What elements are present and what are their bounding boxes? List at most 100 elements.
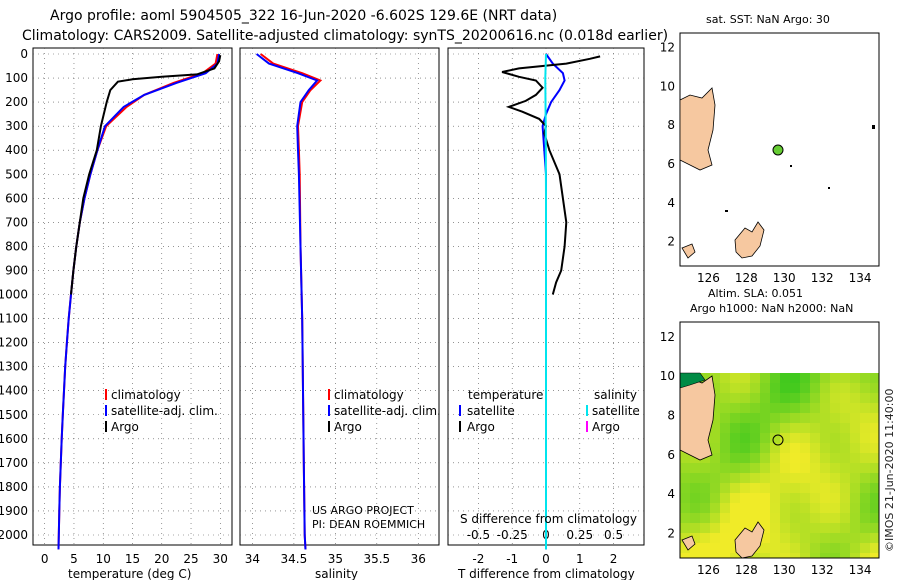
sla-cell — [870, 433, 879, 443]
sla-cell — [790, 503, 800, 513]
sla-cell — [810, 443, 820, 453]
sla-cell — [680, 503, 690, 513]
s-diff-tick-label: 0.25 — [566, 528, 593, 542]
sla-cell — [860, 413, 870, 423]
sla-cell — [680, 553, 690, 558]
sla-cell — [770, 453, 780, 463]
legend-sat-label: satellite-adj. clim. — [334, 404, 441, 418]
salinity-panel-frame — [239, 47, 440, 546]
map2-frame — [679, 321, 880, 559]
difference-axis-label: T difference from climatology — [457, 567, 635, 580]
sla-cell — [810, 393, 820, 403]
sla-cell — [690, 513, 700, 523]
sla-cell — [760, 533, 770, 543]
sla-cell — [780, 503, 790, 513]
legend-s-sat-label: satellite — [592, 404, 640, 418]
sla-cell — [830, 373, 840, 383]
series-line-satellite-adj-clim- — [57, 53, 221, 550]
depth-tick-label: 300 — [5, 119, 28, 133]
land-speck — [790, 165, 792, 167]
sla-cell — [800, 413, 810, 423]
sla-cell — [840, 433, 850, 443]
credit-project: US ARGO PROJECT — [312, 504, 414, 517]
sla-cell — [710, 503, 720, 513]
sla-cell — [710, 403, 720, 413]
sla-cell — [800, 503, 810, 513]
map-lon-tick: 126 — [697, 563, 720, 577]
sla-cell — [770, 433, 780, 443]
sla-cell — [720, 503, 730, 513]
sla-cell — [850, 443, 860, 453]
sla-cell — [820, 373, 830, 383]
x-tick-labels: 0 5 10 15 20 25 30 34 34.5 35 35.5 36 -2 -1 0 1 2 -0.5 -0.… — [41, 528, 623, 566]
sla-cell — [750, 473, 760, 483]
sla-cell — [860, 393, 870, 403]
sla-cell — [680, 513, 690, 523]
sla-cell — [780, 403, 790, 413]
sla-cell — [720, 373, 730, 383]
imos-timestamp-label: ©IMOS 21-Jun-2020 11:40:00 — [883, 388, 896, 552]
sla-cell — [770, 443, 780, 453]
sla-cell — [840, 493, 850, 503]
sla-cell — [820, 533, 830, 543]
legend-temperature-heading: temperature — [468, 388, 543, 402]
sla-cell — [780, 553, 790, 558]
map1-tick-labels: 126 128 130 132 134 2 4 6 8 10 12 — [660, 41, 872, 285]
sla-cell — [870, 463, 879, 473]
sla-cell — [850, 513, 860, 523]
sla-cell — [860, 403, 870, 413]
temperature-panel-frame — [32, 47, 233, 546]
sla-cell — [850, 463, 860, 473]
map-lat-tick: 6 — [667, 448, 675, 462]
sla-cell — [720, 423, 730, 433]
sla-cell — [810, 533, 820, 543]
sla-cell — [830, 443, 840, 453]
series-line-climatology — [57, 53, 219, 550]
sla-cell — [780, 413, 790, 423]
sla-cell — [870, 403, 879, 413]
depth-tick-label: 1900 — [0, 504, 28, 518]
sla-cell — [840, 453, 850, 463]
sla-cell — [780, 453, 790, 463]
sla-cell — [790, 533, 800, 543]
sla-cell — [730, 473, 740, 483]
sla-cell — [720, 433, 730, 443]
sla-cell — [800, 373, 810, 383]
sla-cell — [830, 543, 840, 553]
sla-cell — [750, 493, 760, 503]
depth-tick-label: 500 — [5, 167, 28, 181]
sla-cell — [770, 503, 780, 513]
depth-tick-label: 900 — [5, 263, 28, 277]
sla-cell — [740, 453, 750, 463]
sla-cell — [790, 553, 800, 558]
sla-cell — [870, 543, 879, 553]
series-line-t-argo — [501, 55, 601, 295]
sla-cell — [800, 483, 810, 493]
sla-cell — [710, 553, 720, 558]
sla-cell — [800, 493, 810, 503]
sla-cell — [780, 543, 790, 553]
sla-cell — [790, 543, 800, 553]
sla-cell — [760, 543, 770, 553]
sla-cell — [790, 433, 800, 443]
sla-cell — [730, 543, 740, 553]
sla-cell — [870, 443, 879, 453]
map-lat-tick: 10 — [660, 79, 675, 93]
sla-cell — [790, 443, 800, 453]
temperature-grid — [33, 48, 232, 545]
sla-cell — [770, 493, 780, 503]
sla-cell — [840, 533, 850, 543]
sla-cell — [780, 373, 790, 383]
sla-cell — [860, 483, 870, 493]
series-line-argo — [70, 55, 222, 295]
sla-cell — [760, 403, 770, 413]
sla-cell — [780, 443, 790, 453]
legend-sat-swatch — [328, 405, 330, 416]
sla-cell — [810, 373, 820, 383]
sla-cell — [720, 393, 730, 403]
legend-clim-swatch — [328, 389, 330, 400]
sla-cell — [850, 533, 860, 543]
sla-cell — [830, 403, 840, 413]
sla-cell — [760, 493, 770, 503]
sla-cell — [680, 543, 690, 553]
